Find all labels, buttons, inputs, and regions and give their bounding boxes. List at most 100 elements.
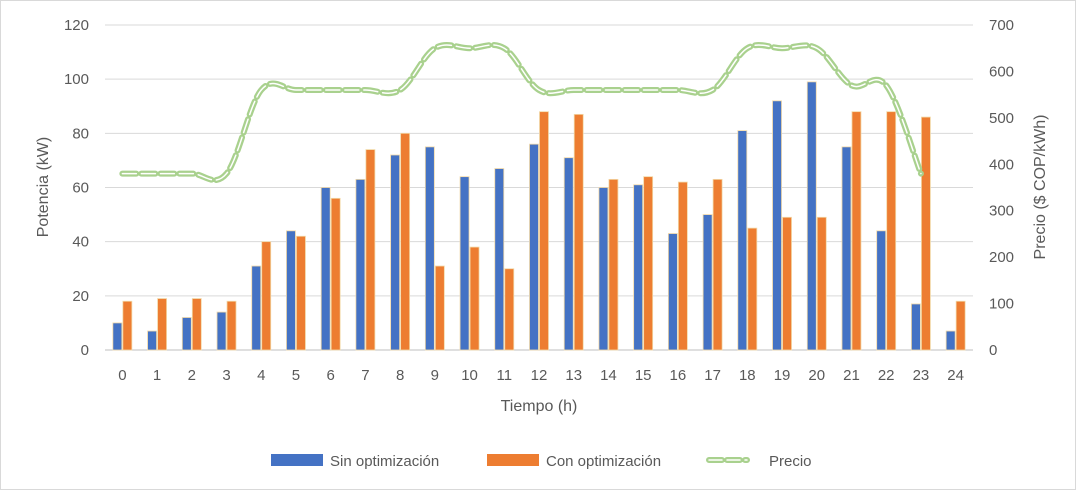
x-axis-title: Tiempo (h) [501,398,578,415]
bar-con-optimizacion [191,298,202,351]
bar-con-optimizacion [851,111,862,351]
bar-con-optimizacion [886,111,897,351]
bar-sin-optimizacion [667,233,678,351]
bar-sin-optimizacion [911,303,921,351]
y2-tick-label: 200 [989,249,1014,266]
x-tick-label: 3 [222,367,230,384]
x-tick-label: 9 [431,367,439,384]
x-tick-label: 2 [188,367,196,384]
price-line-outline [119,42,924,183]
bar-con-optimizacion [504,268,515,351]
bar-sin-optimizacion [181,317,192,351]
bar-sin-optimizacion [459,176,470,351]
bar-con-optimizacion [122,300,133,351]
y-tick-label: 120 [64,17,89,34]
x-tick-label: 8 [396,367,404,384]
bar-sin-optimizacion [737,130,748,351]
bar-sin-optimizacion [390,154,401,351]
x-tick-label: 15 [635,367,652,384]
legend: Sin optimización Con optimización Precio [271,453,812,470]
bars [112,81,966,351]
bar-sin-optimizacion [112,322,123,351]
x-tick-label: 4 [257,367,265,384]
bar-con-optimizacion [469,246,480,351]
gridlines [105,24,973,351]
bar-sin-optimizacion [320,187,331,351]
x-tick-label: 10 [461,367,478,384]
y2-tick-label: 700 [989,17,1014,34]
bar-con-optimizacion [261,241,272,351]
bar-sin-optimizacion [633,184,644,351]
x-tick-label: 0 [118,367,126,384]
y-tick-label: 100 [64,71,89,88]
bar-sin-optimizacion [286,230,296,351]
y2-axis-title: Precio ($ COP/kWh) [1032,115,1049,260]
x-tick-label: 20 [808,367,825,384]
bar-sin-optimizacion [598,187,609,351]
bar-con-optimizacion [400,132,411,351]
bar-sin-optimizacion [876,230,887,351]
x-tick-label: 22 [878,367,895,384]
x-tick-label: 1 [153,367,161,384]
y-tick-label: 60 [72,180,89,197]
bar-con-optimizacion [643,176,654,351]
bar-con-optimizacion [296,235,306,351]
x-tick-label: 11 [496,367,512,384]
bar-con-optimizacion [816,216,827,351]
legend-label-sin-optimizacion: Sin optimización [330,453,439,470]
bar-con-optimizacion [921,116,931,351]
x-tick-label: 14 [600,367,617,384]
price-line [119,42,924,183]
x-tick-label: 7 [361,367,369,384]
bar-sin-optimizacion [841,146,852,351]
bar-sin-optimizacion [355,178,366,351]
y-tick-label: 40 [72,234,89,251]
bar-sin-optimizacion [806,81,817,351]
bar-con-optimizacion [157,298,167,351]
bar-con-optimizacion [365,149,376,351]
x-tick-label: 21 [843,367,860,384]
x-tick-label: 18 [739,367,756,384]
x-tick-label: 17 [704,367,721,384]
x-tick-label: 19 [774,367,791,384]
bar-con-optimizacion [226,300,237,351]
x-tick-label: 24 [947,367,964,384]
bar-con-optimizacion [782,216,792,351]
bar-con-optimizacion [712,178,723,351]
bar-con-optimizacion [608,178,619,351]
legend-label-con-optimizacion: Con optimización [546,453,661,470]
bar-con-optimizacion [955,300,966,351]
bar-con-optimizacion [539,111,549,351]
y-tick-label: 80 [72,125,89,142]
bar-con-optimizacion [434,265,445,351]
bar-con-optimizacion [677,181,688,351]
price-line-series [121,44,922,181]
x-tick-label: 5 [292,367,300,384]
bar-con-optimizacion [747,227,758,351]
bar-sin-optimizacion [424,146,435,351]
y2-tick-label: 400 [989,156,1014,173]
y-axis-title: Potencia (kW) [35,137,52,237]
x-tick-label: 16 [670,367,687,384]
y-tick-label: 20 [72,288,89,305]
bar-con-optimizacion [573,113,584,351]
x-tick-label: 23 [913,367,930,384]
bar-sin-optimizacion [529,143,539,351]
y-tick-label: 0 [81,342,89,359]
bar-sin-optimizacion [702,214,713,351]
bar-sin-optimizacion [563,157,574,351]
y2-tick-label: 0 [989,342,997,359]
legend-swatch-con-optimizacion [487,454,539,466]
x-tick-label: 6 [327,367,335,384]
y2-tick-label: 600 [989,63,1014,80]
y2-tick-label: 500 [989,110,1014,127]
x-tick-label: 13 [565,367,582,384]
legend-label-precio: Precio [769,453,812,470]
bar-sin-optimizacion [147,330,157,351]
bar-sin-optimizacion [945,330,956,351]
bar-sin-optimizacion [494,168,505,351]
bar-sin-optimizacion [216,311,227,351]
